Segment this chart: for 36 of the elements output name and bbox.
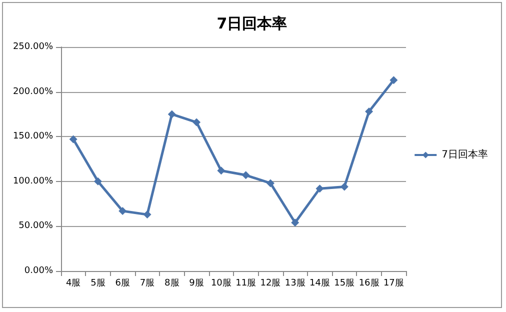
x-tick-label: 14服 <box>310 278 330 288</box>
x-tick-label: 4服 <box>66 278 81 288</box>
x-tick-label: 9服 <box>189 278 204 288</box>
chart-title: 7日回本率 <box>216 14 288 32</box>
x-tick-label: 7服 <box>140 278 155 288</box>
point <box>365 108 374 116</box>
point <box>217 166 226 175</box>
x-tick-label: 16服 <box>358 278 380 288</box>
x-tick-label: 17服 <box>383 278 404 288</box>
y-tick-label: 50.00% <box>18 221 54 232</box>
point <box>94 177 102 186</box>
point <box>192 118 201 126</box>
point <box>118 206 127 215</box>
point <box>143 210 152 219</box>
point <box>69 135 78 144</box>
x-tick-label: 10服 <box>210 278 232 288</box>
legend-label: 7日回本率 <box>442 148 488 160</box>
y-tick-label: 150.00% <box>12 132 54 142</box>
x-tick-label: 11服 <box>236 278 256 288</box>
point <box>266 179 274 188</box>
x-tick-label: 13服 <box>284 278 306 288</box>
point <box>242 171 250 180</box>
x-tick-label: 6服 <box>115 278 130 288</box>
y-tick-label: 200.00% <box>12 86 54 97</box>
x-tick-label: 12服 <box>260 278 281 288</box>
x-tick-label: 8服 <box>164 278 180 288</box>
point <box>291 218 300 227</box>
y-tick-label: 100.00% <box>12 176 54 186</box>
x-tick-label: 15服 <box>334 278 355 288</box>
point <box>390 76 398 84</box>
x-tick-label: 5服 <box>90 278 106 288</box>
y-tick-label: 250.00% <box>12 42 54 52</box>
point <box>168 110 176 118</box>
point <box>316 184 324 193</box>
y-tick-label: 0.00% <box>24 266 54 276</box>
point <box>340 182 348 191</box>
